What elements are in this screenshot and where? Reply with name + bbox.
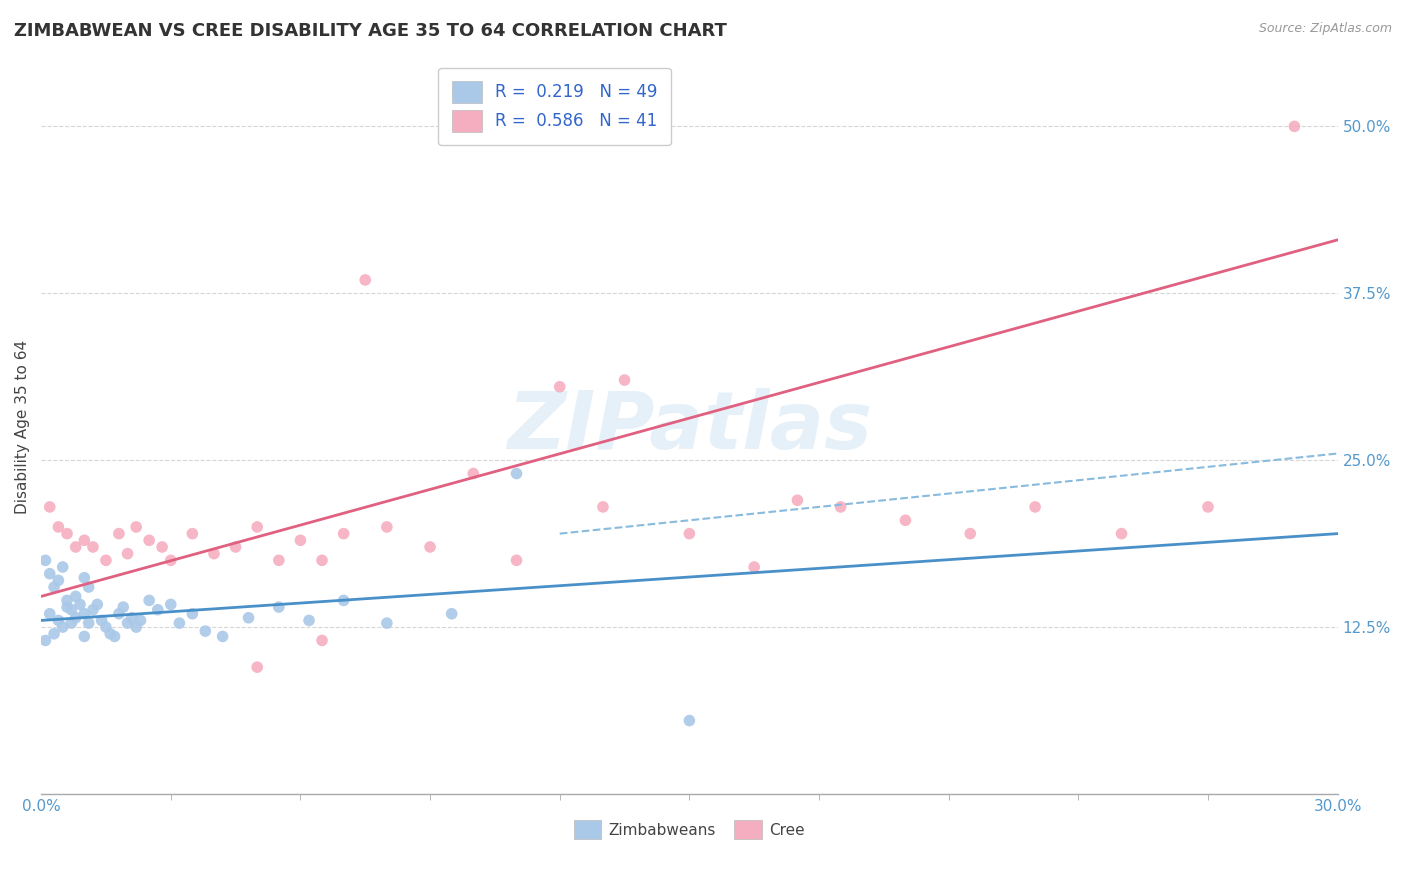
Point (894, 513, 917, 527)
Point (830, 500, 852, 514)
Point (290, 533, 312, 548)
Point (117, 616, 139, 631)
Point (56, 526, 79, 541)
Point (159, 598, 181, 612)
Point (34, 633, 56, 648)
Point (129, 614, 152, 628)
Point (52, 560, 75, 574)
Point (65, 540, 87, 554)
Point (159, 553, 181, 567)
Point (42, 627, 65, 641)
Point (375, 616, 398, 631)
Point (138, 533, 160, 548)
Point (82, 540, 104, 554)
Point (786, 493, 808, 508)
Point (42, 580, 65, 594)
Point (246, 520, 269, 534)
Point (60, 616, 83, 631)
Point (194, 624, 217, 639)
Point (103, 630, 125, 644)
Point (463, 467, 485, 481)
Point (150, 540, 173, 554)
Point (77, 580, 100, 594)
Point (354, 273, 377, 287)
Point (742, 560, 765, 574)
Point (375, 520, 398, 534)
Y-axis label: Disability Age 35 to 64: Disability Age 35 to 64 (15, 340, 30, 514)
Point (34, 553, 56, 567)
Point (548, 380, 571, 394)
Point (125, 620, 148, 634)
Point (125, 520, 148, 534)
Point (146, 603, 169, 617)
Point (73, 630, 96, 644)
Point (169, 616, 191, 631)
Point (1197, 500, 1219, 514)
Point (73, 533, 96, 548)
Point (1024, 500, 1046, 514)
Point (48, 614, 70, 628)
Text: ZIMBABWEAN VS CREE DISABILITY AGE 35 TO 64 CORRELATION CHART: ZIMBABWEAN VS CREE DISABILITY AGE 35 TO … (14, 22, 727, 40)
Text: ZIPatlas: ZIPatlas (508, 388, 872, 466)
Point (246, 660, 269, 674)
Point (56, 600, 79, 615)
Point (138, 593, 160, 607)
Point (332, 526, 354, 541)
Point (108, 607, 131, 621)
Point (86, 598, 108, 612)
Point (298, 614, 321, 628)
Point (267, 600, 290, 615)
Point (1111, 526, 1133, 541)
Point (311, 553, 333, 567)
Point (440, 607, 463, 621)
Point (108, 526, 131, 541)
Point (52, 620, 75, 634)
Point (94, 553, 117, 567)
Point (48, 574, 70, 588)
Point (678, 526, 700, 541)
Point (1284, 120, 1306, 134)
Point (311, 633, 333, 648)
Point (48, 520, 70, 534)
Point (94, 620, 117, 634)
Point (225, 540, 247, 554)
Point (56, 593, 79, 607)
Point (98, 627, 121, 641)
Point (112, 600, 135, 615)
Point (592, 500, 614, 514)
Point (505, 553, 527, 567)
Point (65, 611, 87, 625)
Point (65, 590, 87, 604)
Text: Source: ZipAtlas.com: Source: ZipAtlas.com (1258, 22, 1392, 36)
Point (69, 598, 91, 612)
Point (77, 616, 100, 631)
Point (90, 614, 112, 628)
Point (613, 373, 636, 387)
Point (73, 571, 96, 585)
Point (419, 540, 441, 554)
Point (82, 603, 104, 617)
Point (117, 547, 139, 561)
Point (121, 611, 143, 625)
Point (332, 593, 354, 607)
Point (38, 607, 60, 621)
Point (238, 611, 260, 625)
Point (211, 630, 233, 644)
Point (181, 607, 204, 621)
Point (202, 547, 225, 561)
Point (505, 467, 527, 481)
Point (181, 526, 204, 541)
Point (73, 607, 96, 621)
Point (38, 500, 60, 514)
Point (267, 553, 290, 567)
Point (38, 566, 60, 581)
Point (60, 603, 83, 617)
Point (678, 714, 700, 728)
Legend: Zimbabweans, Cree: Zimbabweans, Cree (568, 814, 811, 845)
Point (959, 526, 981, 541)
